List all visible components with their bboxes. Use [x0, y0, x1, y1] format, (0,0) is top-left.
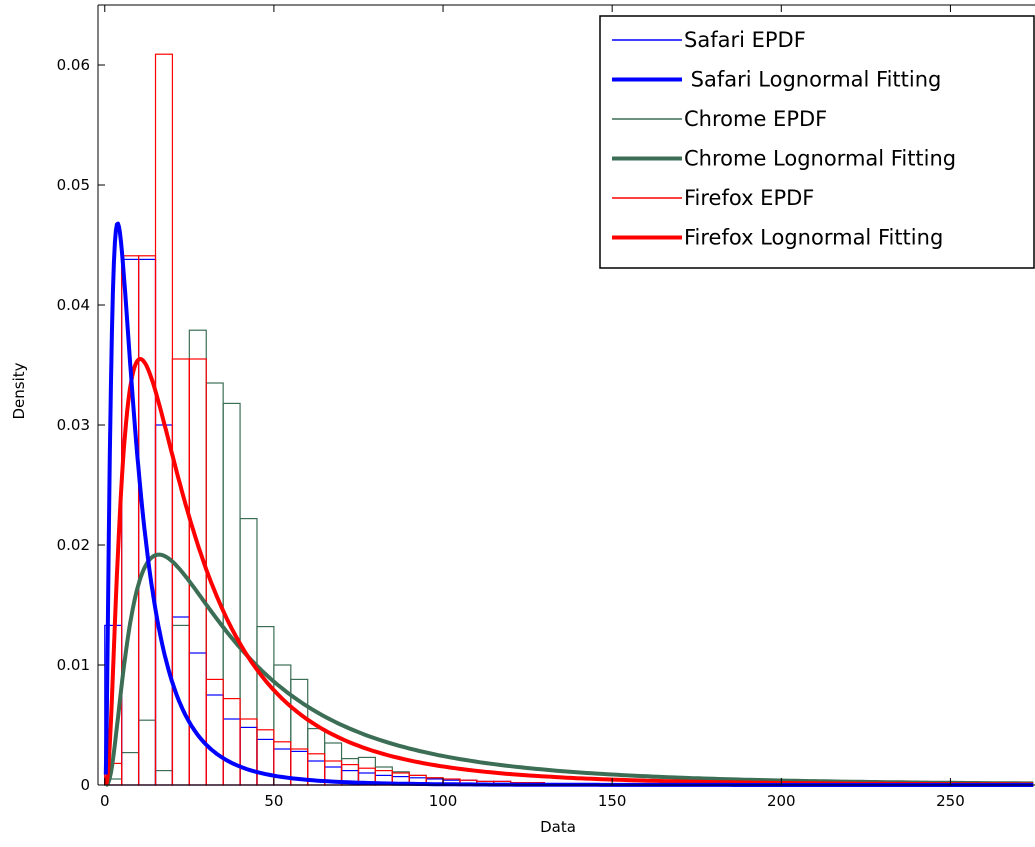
- legend-label: Chrome Lognormal Fitting: [684, 147, 956, 171]
- legend-entry: Firefox EPDF: [612, 186, 814, 210]
- legend-label: Safari Lognormal Fitting: [684, 68, 941, 92]
- x-tick-label: 250: [936, 792, 965, 810]
- y-tick-label: 0.05: [57, 176, 90, 194]
- y-tick-label: 0: [80, 776, 90, 794]
- x-tick-label: 150: [598, 792, 627, 810]
- x-tick-label: 200: [767, 792, 796, 810]
- legend-box: [599, 15, 1035, 269]
- y-tick-label: 0.06: [57, 56, 90, 74]
- legend-entry: Safari EPDF: [612, 28, 806, 52]
- legend-entry: Chrome Lognormal Fitting: [612, 147, 956, 171]
- legend-entry: Firefox Lognormal Fitting: [612, 226, 943, 250]
- x-axis-label: Data: [540, 818, 576, 836]
- y-tick-label: 0.04: [57, 296, 90, 314]
- x-tick-label: 100: [429, 792, 458, 810]
- legend-label: Firefox Lognormal Fitting: [684, 226, 943, 250]
- x-tick-label: 50: [264, 792, 283, 810]
- legend-label: Firefox EPDF: [684, 186, 814, 210]
- legend-entry: Safari Lognormal Fitting: [612, 68, 941, 92]
- y-tick-label: 0.02: [57, 536, 90, 554]
- legend-label: Chrome EPDF: [684, 107, 827, 131]
- y-axis-label: Density: [10, 362, 28, 419]
- axes: 0 50 100 150 200 250 0 0.01 0.02 0.03 0.04 0.05 0.06: [57, 4, 1035, 810]
- legend-entry: Chrome EPDF: [612, 107, 827, 131]
- x-tick-label: 0: [100, 792, 110, 810]
- legend-label: Safari EPDF: [684, 28, 806, 52]
- y-tick-label: 0.01: [57, 656, 90, 674]
- legend: Safari EPDF Safari Lognormal Fitting Chro…: [599, 15, 1035, 269]
- y-tick-label: 0.03: [57, 416, 90, 434]
